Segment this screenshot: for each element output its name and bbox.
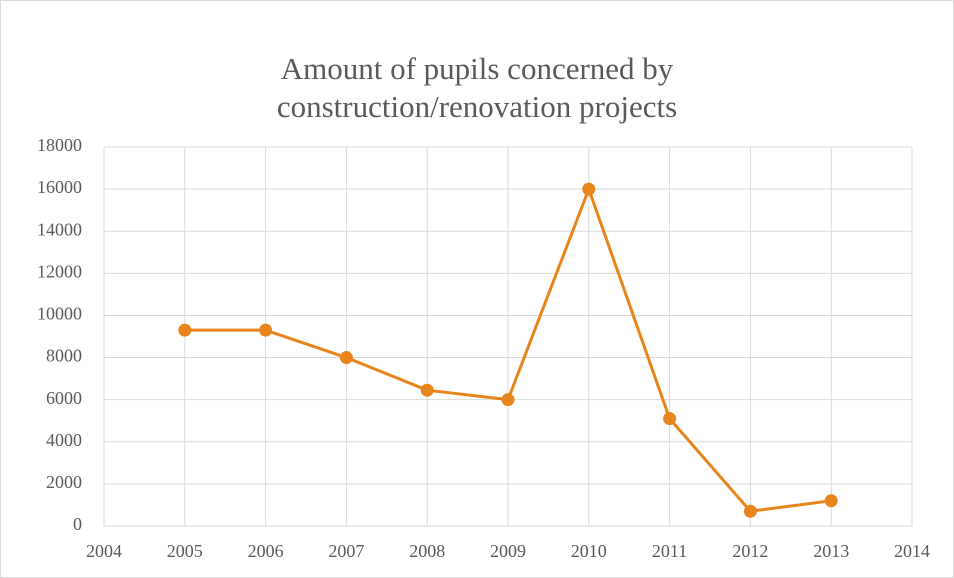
chart-title: Amount of pupils concerned by constructi…	[276, 51, 678, 124]
x-tick-label: 2010	[571, 541, 607, 561]
data-point	[259, 323, 273, 337]
y-tick-label: 14000	[37, 219, 82, 239]
data-point	[663, 412, 677, 426]
y-tick-label: 0	[73, 514, 82, 534]
data-point	[420, 383, 434, 397]
x-tick-label: 2007	[328, 541, 364, 561]
x-tick-label: 2011	[652, 541, 687, 561]
data-point	[178, 323, 192, 337]
x-tick-label: 2012	[732, 541, 768, 561]
x-tick-label: 2004	[86, 541, 122, 561]
y-tick-label: 8000	[46, 346, 82, 366]
data-point	[582, 182, 596, 196]
y-tick-label: 10000	[37, 304, 82, 324]
y-tick-label: 18000	[37, 135, 82, 155]
data-point	[743, 504, 757, 518]
x-tick-label: 2014	[894, 541, 930, 561]
x-tick-label: 2009	[490, 541, 526, 561]
y-tick-label: 16000	[37, 177, 82, 197]
data-point	[824, 494, 838, 508]
y-tick-label: 12000	[37, 261, 82, 281]
x-tick-label: 2005	[167, 541, 203, 561]
data-point	[501, 393, 515, 407]
y-tick-label: 4000	[46, 430, 82, 450]
data-point	[339, 351, 353, 365]
x-tick-label: 2008	[409, 541, 445, 561]
y-tick-label: 6000	[46, 388, 82, 408]
x-tick-label: 2013	[813, 541, 849, 561]
x-tick-label: 2006	[248, 541, 284, 561]
y-tick-label: 2000	[46, 472, 82, 492]
